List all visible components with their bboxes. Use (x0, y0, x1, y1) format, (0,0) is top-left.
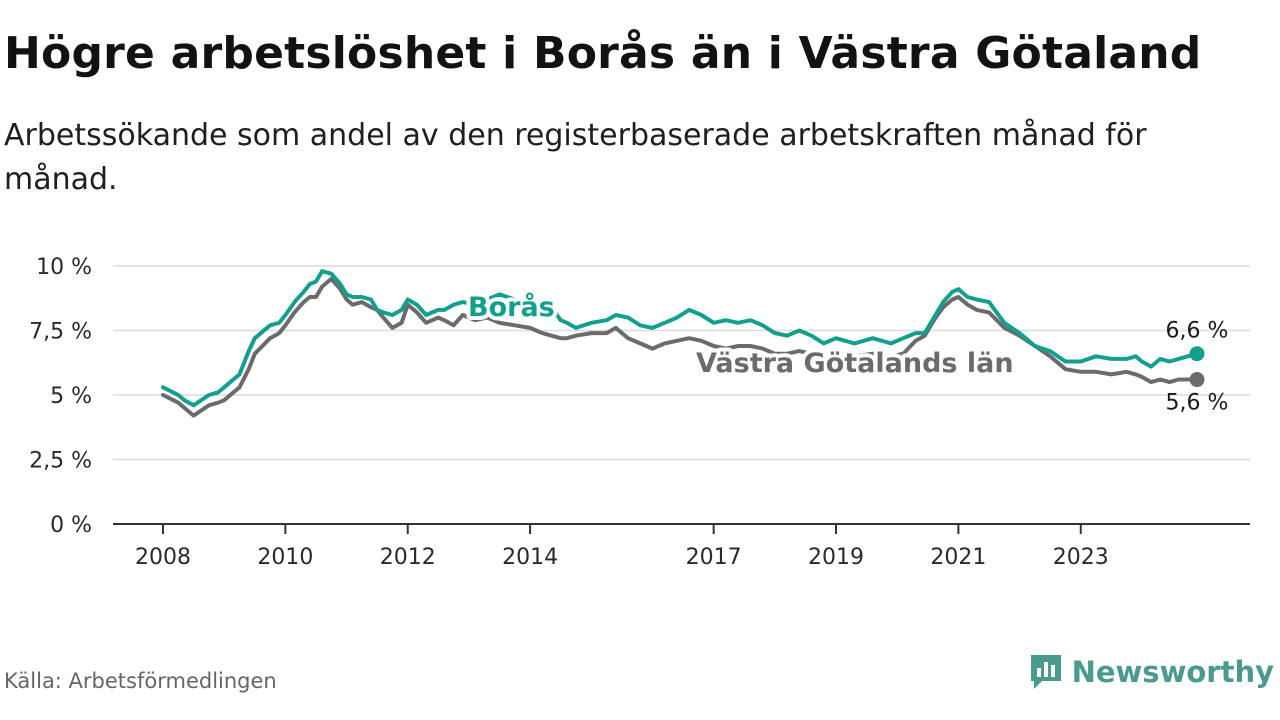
end-point-boras (1189, 346, 1205, 362)
grid (113, 265, 1250, 461)
end-label-vastra-gotaland: 5,6 % (1166, 391, 1229, 416)
x-tick-label: 2023 (1053, 545, 1109, 570)
y-tick-label: 5 % (50, 384, 92, 409)
x-tick-label: 2017 (686, 545, 742, 570)
series-line-boras (161, 269, 1199, 408)
brand-name: Newsworthy (1071, 655, 1274, 689)
x-tick-label: 2008 (135, 545, 191, 570)
series-label-vastra-gotaland: Västra Götalands län (696, 348, 1014, 379)
axes: 0 % 2,5 % 5 % 7,5 % 10 % 2008 2010 2012 2014 2017… (29, 255, 1250, 570)
end-point-vastra-gotaland (1189, 372, 1205, 388)
y-tick-label: 0 % (50, 513, 92, 538)
source-note: Källa: Arbetsförmedlingen (4, 669, 277, 693)
x-tick-label: 2019 (808, 545, 864, 570)
y-tick-label: 7,5 % (29, 320, 92, 345)
x-tick-label: 2014 (502, 545, 558, 570)
y-tick-label: 10 % (36, 255, 92, 280)
x-tick-label: 2021 (930, 545, 986, 570)
chart-subtitle: Arbetssökande som andel av den registerb… (4, 118, 1147, 197)
chart-title: Högre arbetslöshet i Borås än i Västra G… (4, 28, 1202, 79)
newsworthy-logo-icon (1030, 655, 1061, 689)
series-labels: 6,6 % 5,6 % Borås Västra Götalands län (464, 287, 1229, 416)
x-tick-label: 2010 (257, 545, 313, 570)
series-label-boras: Borås (468, 291, 555, 323)
series-lines (161, 269, 1199, 418)
end-label-boras: 6,6 % (1166, 319, 1229, 344)
y-tick-label: 2,5 % (29, 449, 92, 474)
brand-logo[interactable]: Newsworthy (1028, 652, 1274, 692)
series-line-vastra-gotaland (161, 276, 1199, 418)
x-tick-label: 2012 (380, 545, 436, 570)
